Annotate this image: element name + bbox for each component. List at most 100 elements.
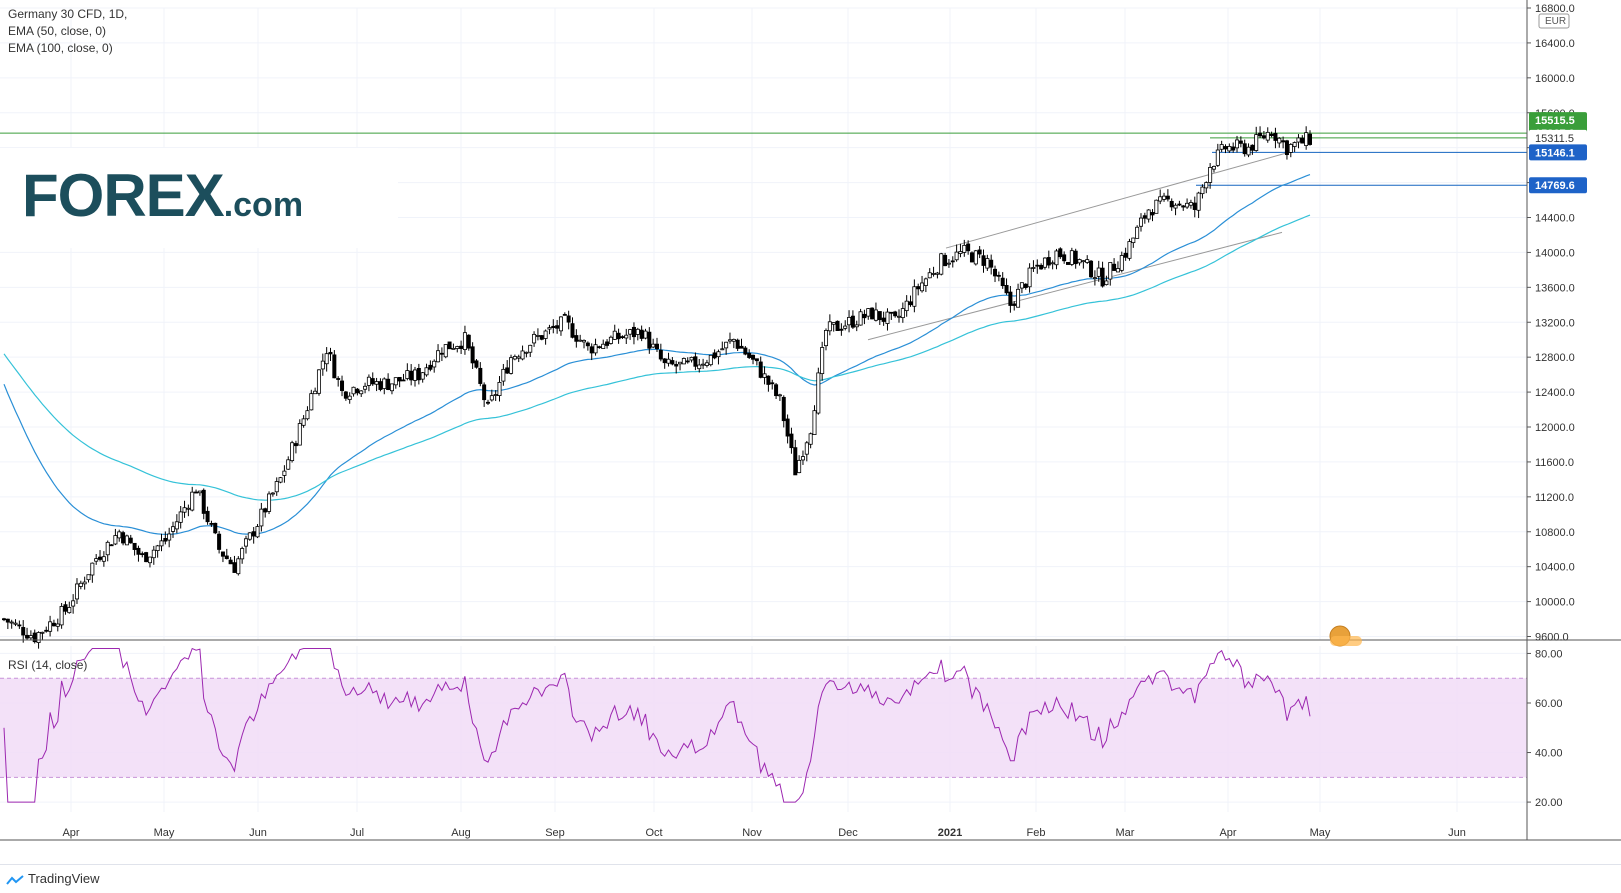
price-tick-label: 13200.0 (1535, 317, 1575, 329)
rsi-tick-label: 80.00 (1535, 648, 1563, 660)
candle-body (51, 622, 56, 627)
price-tick-label: 13600.0 (1535, 282, 1575, 294)
candle-body (1089, 260, 1094, 278)
candle-body (340, 380, 345, 391)
candle-body (1019, 282, 1024, 289)
candle-body (824, 330, 829, 347)
time-tick-label: Apr (62, 827, 79, 839)
candle-body (1208, 167, 1213, 183)
candle-body (954, 251, 959, 261)
candle-body (240, 548, 245, 560)
tradingview-brand[interactable]: TradingView (6, 871, 100, 886)
candle-body (1250, 144, 1255, 151)
candle-body (647, 331, 652, 349)
candle-body (416, 367, 421, 381)
candle-body (1000, 277, 1005, 287)
candle-body (1242, 143, 1247, 155)
earnings-badge-icon[interactable] (1329, 625, 1362, 647)
candle-body (5, 618, 10, 623)
candle-body (739, 345, 744, 349)
ema50-legend[interactable]: EMA (50, close, 0) (8, 24, 107, 38)
candle-body (662, 358, 667, 364)
candle-body (293, 443, 298, 447)
candle-body (539, 335, 544, 340)
candle-body (881, 317, 886, 322)
candle-body (347, 395, 352, 400)
channel-upper (945, 151, 1291, 249)
time-axis-labels: Apr May Jun Jul Aug Sep Oct Nov Dec 2021 Feb Mar Apr… (62, 827, 1465, 839)
candle-body (1204, 182, 1209, 189)
candle-body (708, 354, 713, 366)
candle-body (704, 362, 709, 366)
candle-body (63, 604, 68, 612)
time-tick-label: Feb (1027, 827, 1046, 839)
candle-body (505, 367, 510, 374)
ema100-legend[interactable]: EMA (100, close, 0) (8, 41, 113, 55)
candle-body (1123, 252, 1128, 258)
candle-body (201, 489, 206, 514)
price-tags: 15515.515367.015311.515:06:0515146.11476… (1529, 112, 1587, 194)
candle-body (74, 583, 79, 600)
candle-body (1131, 237, 1136, 244)
candle-body (209, 523, 214, 525)
candle-body (735, 339, 740, 349)
rsi-legend[interactable]: RSI (14, close) (8, 658, 88, 672)
price-tag-support1-box (1529, 144, 1587, 161)
candle-body (697, 364, 702, 370)
candle-body (651, 343, 656, 348)
candle-body (313, 390, 318, 395)
candle-body (78, 582, 83, 587)
price-tag-support1: 15146.1 (1535, 147, 1575, 159)
rsi-axis-labels: 20.00 40.00 60.00 80.00 (1527, 648, 1563, 809)
candle-body (724, 341, 729, 349)
symbol-legend[interactable]: Germany 30 CFD, 1D, (8, 7, 128, 21)
candle-body (443, 344, 448, 358)
candle-body (436, 350, 441, 363)
candle-body (1077, 259, 1082, 264)
candle-body (301, 418, 306, 426)
candle-body (1177, 203, 1182, 206)
candle-body (666, 358, 671, 364)
candle-body (547, 327, 552, 330)
price-tag-top-box (1529, 112, 1587, 129)
candle-body (1284, 140, 1289, 156)
candle-body (21, 627, 26, 636)
candle-body (25, 634, 30, 639)
candle-body (620, 336, 625, 338)
candle-body (1066, 261, 1071, 265)
candle-body (1165, 195, 1170, 200)
time-tick-label: 2021 (938, 827, 962, 839)
candle-body (124, 535, 129, 546)
candle-body (286, 459, 291, 470)
candle-body (889, 311, 894, 314)
rsi-band-fill (0, 678, 1527, 778)
candle-body (800, 456, 805, 461)
candle-body (197, 490, 202, 494)
candle-body (605, 341, 610, 346)
candle-body (1054, 250, 1059, 266)
candle-body (90, 562, 95, 576)
candle-body (1300, 137, 1305, 144)
candle-body (324, 353, 329, 365)
price-chart[interactable]: 9600.0 10000.0 10400.0 10800.0 11200.0 11600.… (0, 0, 1621, 864)
candle-body (689, 356, 694, 361)
candle-body (985, 258, 990, 269)
candle-body (267, 493, 272, 512)
candle-body (71, 600, 76, 607)
candle-body (943, 254, 948, 267)
price-tick-label: 14000.0 (1535, 247, 1575, 259)
candle-body (877, 311, 882, 321)
price-tick-label: 10800.0 (1535, 527, 1575, 539)
candle-body (1292, 142, 1297, 147)
candle-body (220, 551, 225, 557)
candle-body (213, 522, 218, 534)
candle-body (1288, 144, 1293, 153)
time-tick-label: May (154, 827, 175, 839)
candle-body (516, 356, 521, 359)
time-tick-label: Nov (742, 827, 762, 839)
candle-body (1073, 250, 1078, 265)
candle-body (351, 386, 356, 395)
price-tick-label: 14400.0 (1535, 213, 1575, 225)
candle-body (977, 249, 982, 255)
rsi-series-line (3, 647, 1311, 803)
